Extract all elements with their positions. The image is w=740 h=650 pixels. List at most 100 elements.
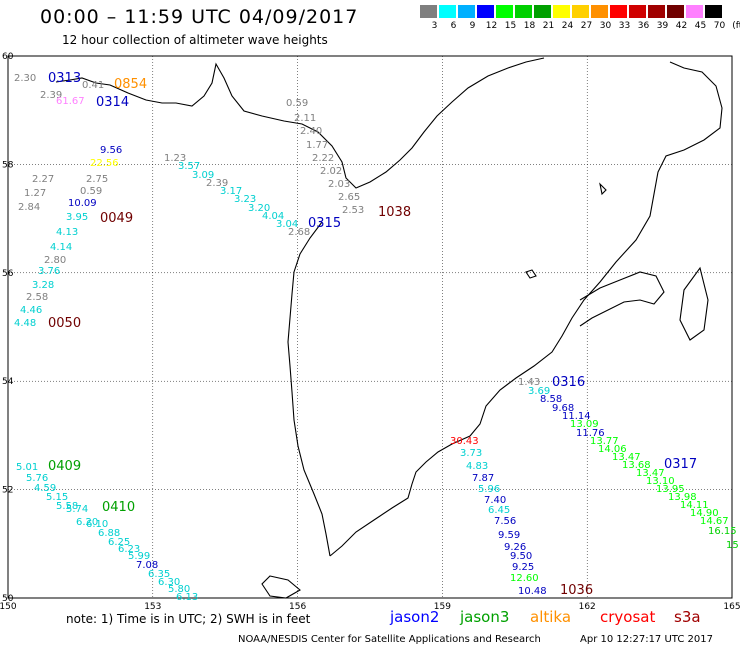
wave-height-label: 10.09 [68, 198, 97, 209]
pass-time-label: 1036 [560, 583, 593, 598]
wave-height-label: 2.03 [328, 179, 350, 190]
lon-tick-label: 156 [289, 602, 306, 612]
wave-height-label: 5.96 [478, 484, 500, 495]
wave-height-label: 5.74 [66, 504, 88, 515]
wave-height-label: 3.04 [276, 219, 298, 230]
wave-height-label: 6.25 [108, 537, 130, 548]
legend-swatch [439, 5, 456, 18]
pass-time-label: 0049 [100, 211, 133, 226]
satellite-s3a: s3a [674, 608, 701, 626]
wave-height-label: 2.27 [32, 174, 54, 185]
legend-swatch [667, 5, 684, 18]
page-subtitle: 12 hour collection of altimeter wave hei… [62, 33, 328, 47]
pass-time-label: 1038 [378, 205, 411, 220]
coastline-south [261, 575, 301, 599]
legend-swatch [591, 5, 608, 18]
legend-label: 39 [656, 21, 669, 31]
lon-tick-label: 159 [434, 602, 451, 612]
lat-lon-grid: 150 153 156 159 162 165 60 58 56 54 52 50 [0, 52, 740, 612]
wave-height-label: 11.76 [576, 428, 605, 439]
lon-tick-label: 162 [579, 602, 596, 612]
lon-tick-label: 153 [144, 602, 161, 612]
wave-height-label: 2.58 [26, 292, 48, 303]
pass-time-label: 0050 [48, 316, 81, 331]
wave-height-label: 2.39 [40, 90, 62, 101]
legend-label: 9 [469, 21, 476, 31]
legend-label: 3 [431, 21, 438, 31]
legend-label: 6 [450, 21, 457, 31]
wave-height-label: 8.58 [540, 394, 562, 405]
coastline-kamchatka [329, 61, 723, 557]
legend-swatch [553, 5, 570, 18]
satellite-altika: altika [530, 608, 572, 626]
lat-tick-label: 56 [2, 269, 14, 279]
wave-height-label: 2.30 [14, 73, 36, 84]
pass-time-label: 0313 [48, 71, 81, 86]
wave-height-label: 3.95 [66, 212, 88, 223]
wave-height-label: 2.02 [320, 166, 342, 177]
legend-label: 18 [523, 21, 536, 31]
wave-height-label: 13.77 [590, 436, 619, 447]
wave-height-label: 5.01 [16, 462, 38, 473]
wave-height-label: 1.23 [164, 153, 186, 164]
wave-height-label: 6.45 [488, 505, 510, 516]
wave-height-label: 5.58 [56, 501, 78, 512]
generation-timestamp: Apr 10 12:27:17 UTC 2017 [580, 634, 713, 645]
coast-bay [579, 271, 665, 327]
wave-height-label: 9.59 [498, 530, 520, 541]
island-small [525, 269, 537, 279]
island-bay [599, 182, 607, 196]
wave-height-label: 4.46 [20, 305, 42, 316]
legend-label: 36 [637, 21, 650, 31]
wave-height-label: 13.47 [612, 452, 641, 463]
wave-height-label: 2.39 [206, 178, 228, 189]
legend-label: 42 [675, 21, 688, 31]
wave-height-label: 13.10 [646, 476, 675, 487]
legend-unit: (ft) [732, 21, 740, 31]
legend-swatch [686, 5, 703, 18]
wave-height-label: 61.67 [56, 96, 85, 107]
legend-swatch [477, 5, 494, 18]
coastline-north [55, 57, 545, 189]
wave-height-label: 9.26 [504, 542, 526, 553]
wave-height-label: 12.60 [510, 573, 539, 584]
pass-time-label: 0409 [48, 459, 81, 474]
legend-swatch [648, 5, 665, 18]
wave-height-label: 0.59 [286, 98, 308, 109]
legend-swatch [705, 5, 722, 18]
lat-tick-label: 50 [2, 594, 14, 604]
lat-tick-label: 58 [2, 160, 14, 170]
wave-height-label: 3.23 [234, 194, 256, 205]
wave-height-label: 13.95 [656, 484, 685, 495]
wave-height-label: 5.99 [128, 551, 150, 562]
wave-height-label: 9.25 [512, 562, 534, 573]
wave-height-label: 4.13 [56, 227, 78, 238]
wave-height-label: 7.56 [494, 516, 516, 527]
lon-tick-label: 165 [723, 602, 740, 612]
wave-height-label: 4.04 [262, 211, 284, 222]
island-sakhalin [679, 266, 709, 341]
wave-height-label: 7.08 [136, 560, 158, 571]
legend-label: 70 [713, 21, 726, 31]
wave-height-label: 14.90 [690, 508, 719, 519]
legend-label: 12 [485, 21, 498, 31]
page-title: 00:00 – 11:59 UTC 04/09/2017 [40, 6, 359, 28]
wave-height-label: 4.59 [34, 483, 56, 494]
wave-height-label: 9.56 [100, 145, 122, 156]
wave-height-label: 13.09 [570, 419, 599, 430]
wave-height-label: 5.80 [168, 584, 190, 595]
wave-height-label: 9.68 [552, 403, 574, 414]
wave-height-label: 3.73 [460, 448, 482, 459]
wave-height-label: 2.11 [294, 113, 316, 124]
pass-time-label: 0410 [102, 500, 135, 515]
wave-height-label: 6.23 [118, 544, 140, 555]
legend-label: 15 [504, 21, 517, 31]
wave-height-label: 4.14 [50, 242, 72, 253]
wave-height-label: 10.48 [518, 586, 547, 597]
wave-height-label: 22.56 [90, 158, 119, 169]
legend-label: 27 [580, 21, 593, 31]
lat-tick-label: 52 [2, 486, 13, 496]
wave-height-label: 2.80 [44, 255, 66, 266]
wave-height-label: 3.17 [220, 186, 242, 197]
wave-height-label: 2.65 [338, 192, 360, 203]
